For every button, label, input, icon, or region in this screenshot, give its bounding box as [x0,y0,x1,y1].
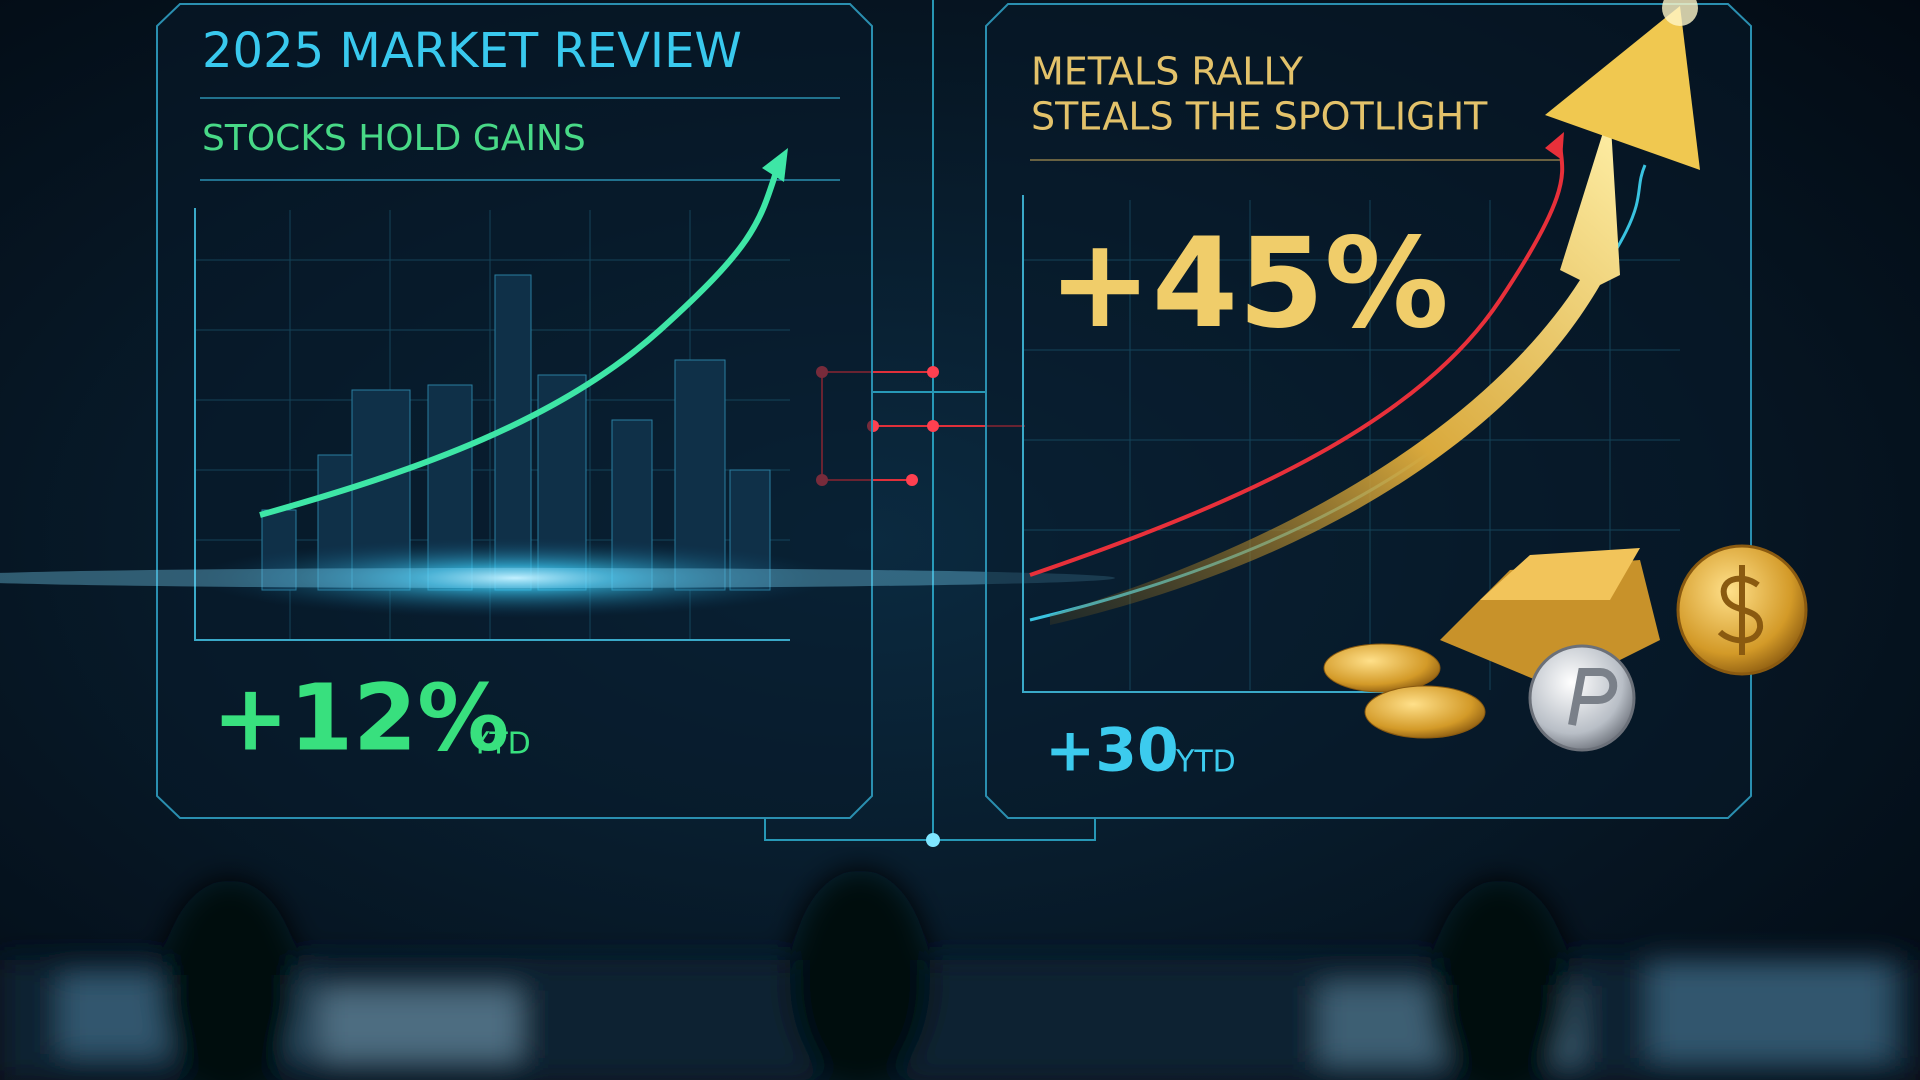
left-axes [194,208,790,641]
p-sign [1568,668,1618,726]
red-line [1029,139,1565,577]
right-grid [1023,200,1680,690]
title-line: METALS RALLY [1031,50,1304,94]
stat: +30 [1045,716,1179,786]
coin [1323,643,1441,693]
coin [1364,685,1486,739]
stat-unit: YTD [1175,745,1236,780]
arrow-head [1545,132,1564,160]
stat: +12% [212,664,509,771]
stat-unit: YTD [470,727,531,762]
light-streak [0,568,1115,588]
title: 2025 MARKET REVIEW [202,23,742,79]
growth-arrow [259,159,783,518]
title-line: STEALS THE SPOTLIGHT [1031,95,1488,139]
city-glow [195,538,835,618]
headline-stat: +45% [1048,212,1449,356]
dollar-sign [1717,565,1763,655]
arrow-head [762,148,788,182]
gold-arrow-head [1545,6,1700,170]
subtitle: STOCKS HOLD GAINS [202,118,586,159]
foreground [0,870,1920,1080]
node [926,833,940,847]
sparkle [1662,0,1698,26]
right-axes [1022,195,1400,693]
